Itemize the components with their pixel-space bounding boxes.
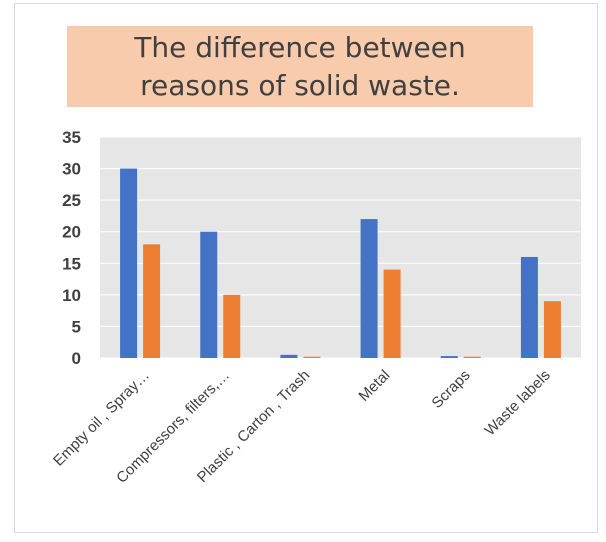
bar bbox=[223, 294, 241, 358]
bar bbox=[383, 269, 401, 358]
bar bbox=[463, 356, 481, 358]
chart-title: The difference between reasons of solid … bbox=[134, 30, 466, 102]
y-tick-label: 25 bbox=[62, 191, 81, 210]
bar bbox=[543, 301, 561, 358]
y-tick-label: 10 bbox=[62, 286, 81, 305]
y-tick-label: 0 bbox=[72, 349, 81, 368]
bar bbox=[120, 168, 138, 358]
chart-title-box: The difference between reasons of solid … bbox=[67, 26, 533, 107]
bar bbox=[440, 356, 458, 358]
y-tick-label: 35 bbox=[62, 128, 81, 147]
bar bbox=[200, 231, 218, 358]
plot-area bbox=[100, 137, 581, 358]
bar bbox=[303, 356, 321, 358]
x-category-label: Waste labels bbox=[481, 367, 553, 439]
bar bbox=[280, 354, 298, 358]
y-tick-label: 5 bbox=[72, 317, 81, 336]
y-tick-label: 30 bbox=[62, 160, 81, 179]
y-tick-label: 20 bbox=[62, 223, 81, 242]
bar bbox=[360, 219, 378, 358]
bar bbox=[520, 256, 538, 358]
y-tick-label: 15 bbox=[62, 254, 81, 273]
x-category-label: Scraps bbox=[429, 367, 474, 412]
x-category-label: Metal bbox=[355, 367, 393, 405]
bar bbox=[143, 244, 161, 358]
